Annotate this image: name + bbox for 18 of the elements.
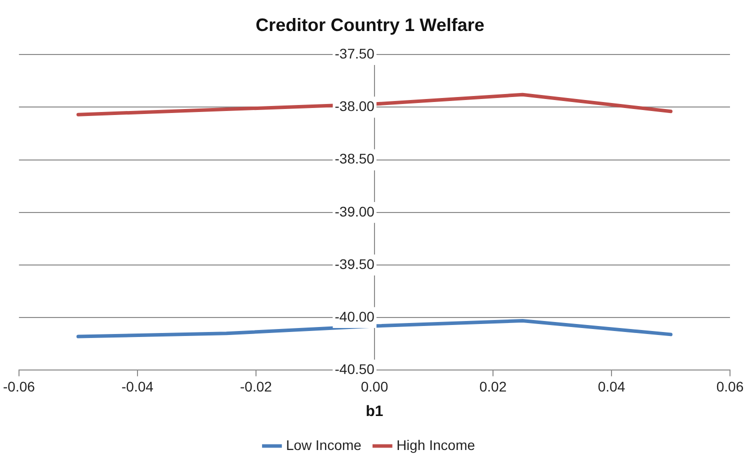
y-tick-label: -38.00: [334, 98, 375, 114]
legend-label: Low Income: [286, 436, 362, 453]
y-tick-label: -37.50: [334, 45, 375, 62]
x-axis-title: b1: [366, 403, 384, 420]
legend-label: High Income: [396, 436, 476, 453]
x-tick-label: 0.04: [598, 378, 626, 394]
y-tick-label: -40.00: [334, 308, 375, 324]
y-tick-label: -39.50: [334, 256, 375, 272]
x-tick-label: -0.02: [240, 378, 272, 394]
x-tick-label: 0.02: [479, 378, 507, 394]
y-tick-label: -38.50: [334, 150, 375, 167]
x-tick-label: 0.06: [716, 378, 744, 394]
x-tick-label: -0.06: [2, 378, 36, 394]
y-tick-label: -39.00: [334, 203, 375, 220]
x-tick-label: -0.04: [122, 378, 154, 394]
chart-title: Creditor Country 1 Welfare: [256, 14, 484, 35]
x-tick-label: 0.00: [360, 378, 388, 394]
y-tick-label: -40.50: [334, 361, 375, 378]
